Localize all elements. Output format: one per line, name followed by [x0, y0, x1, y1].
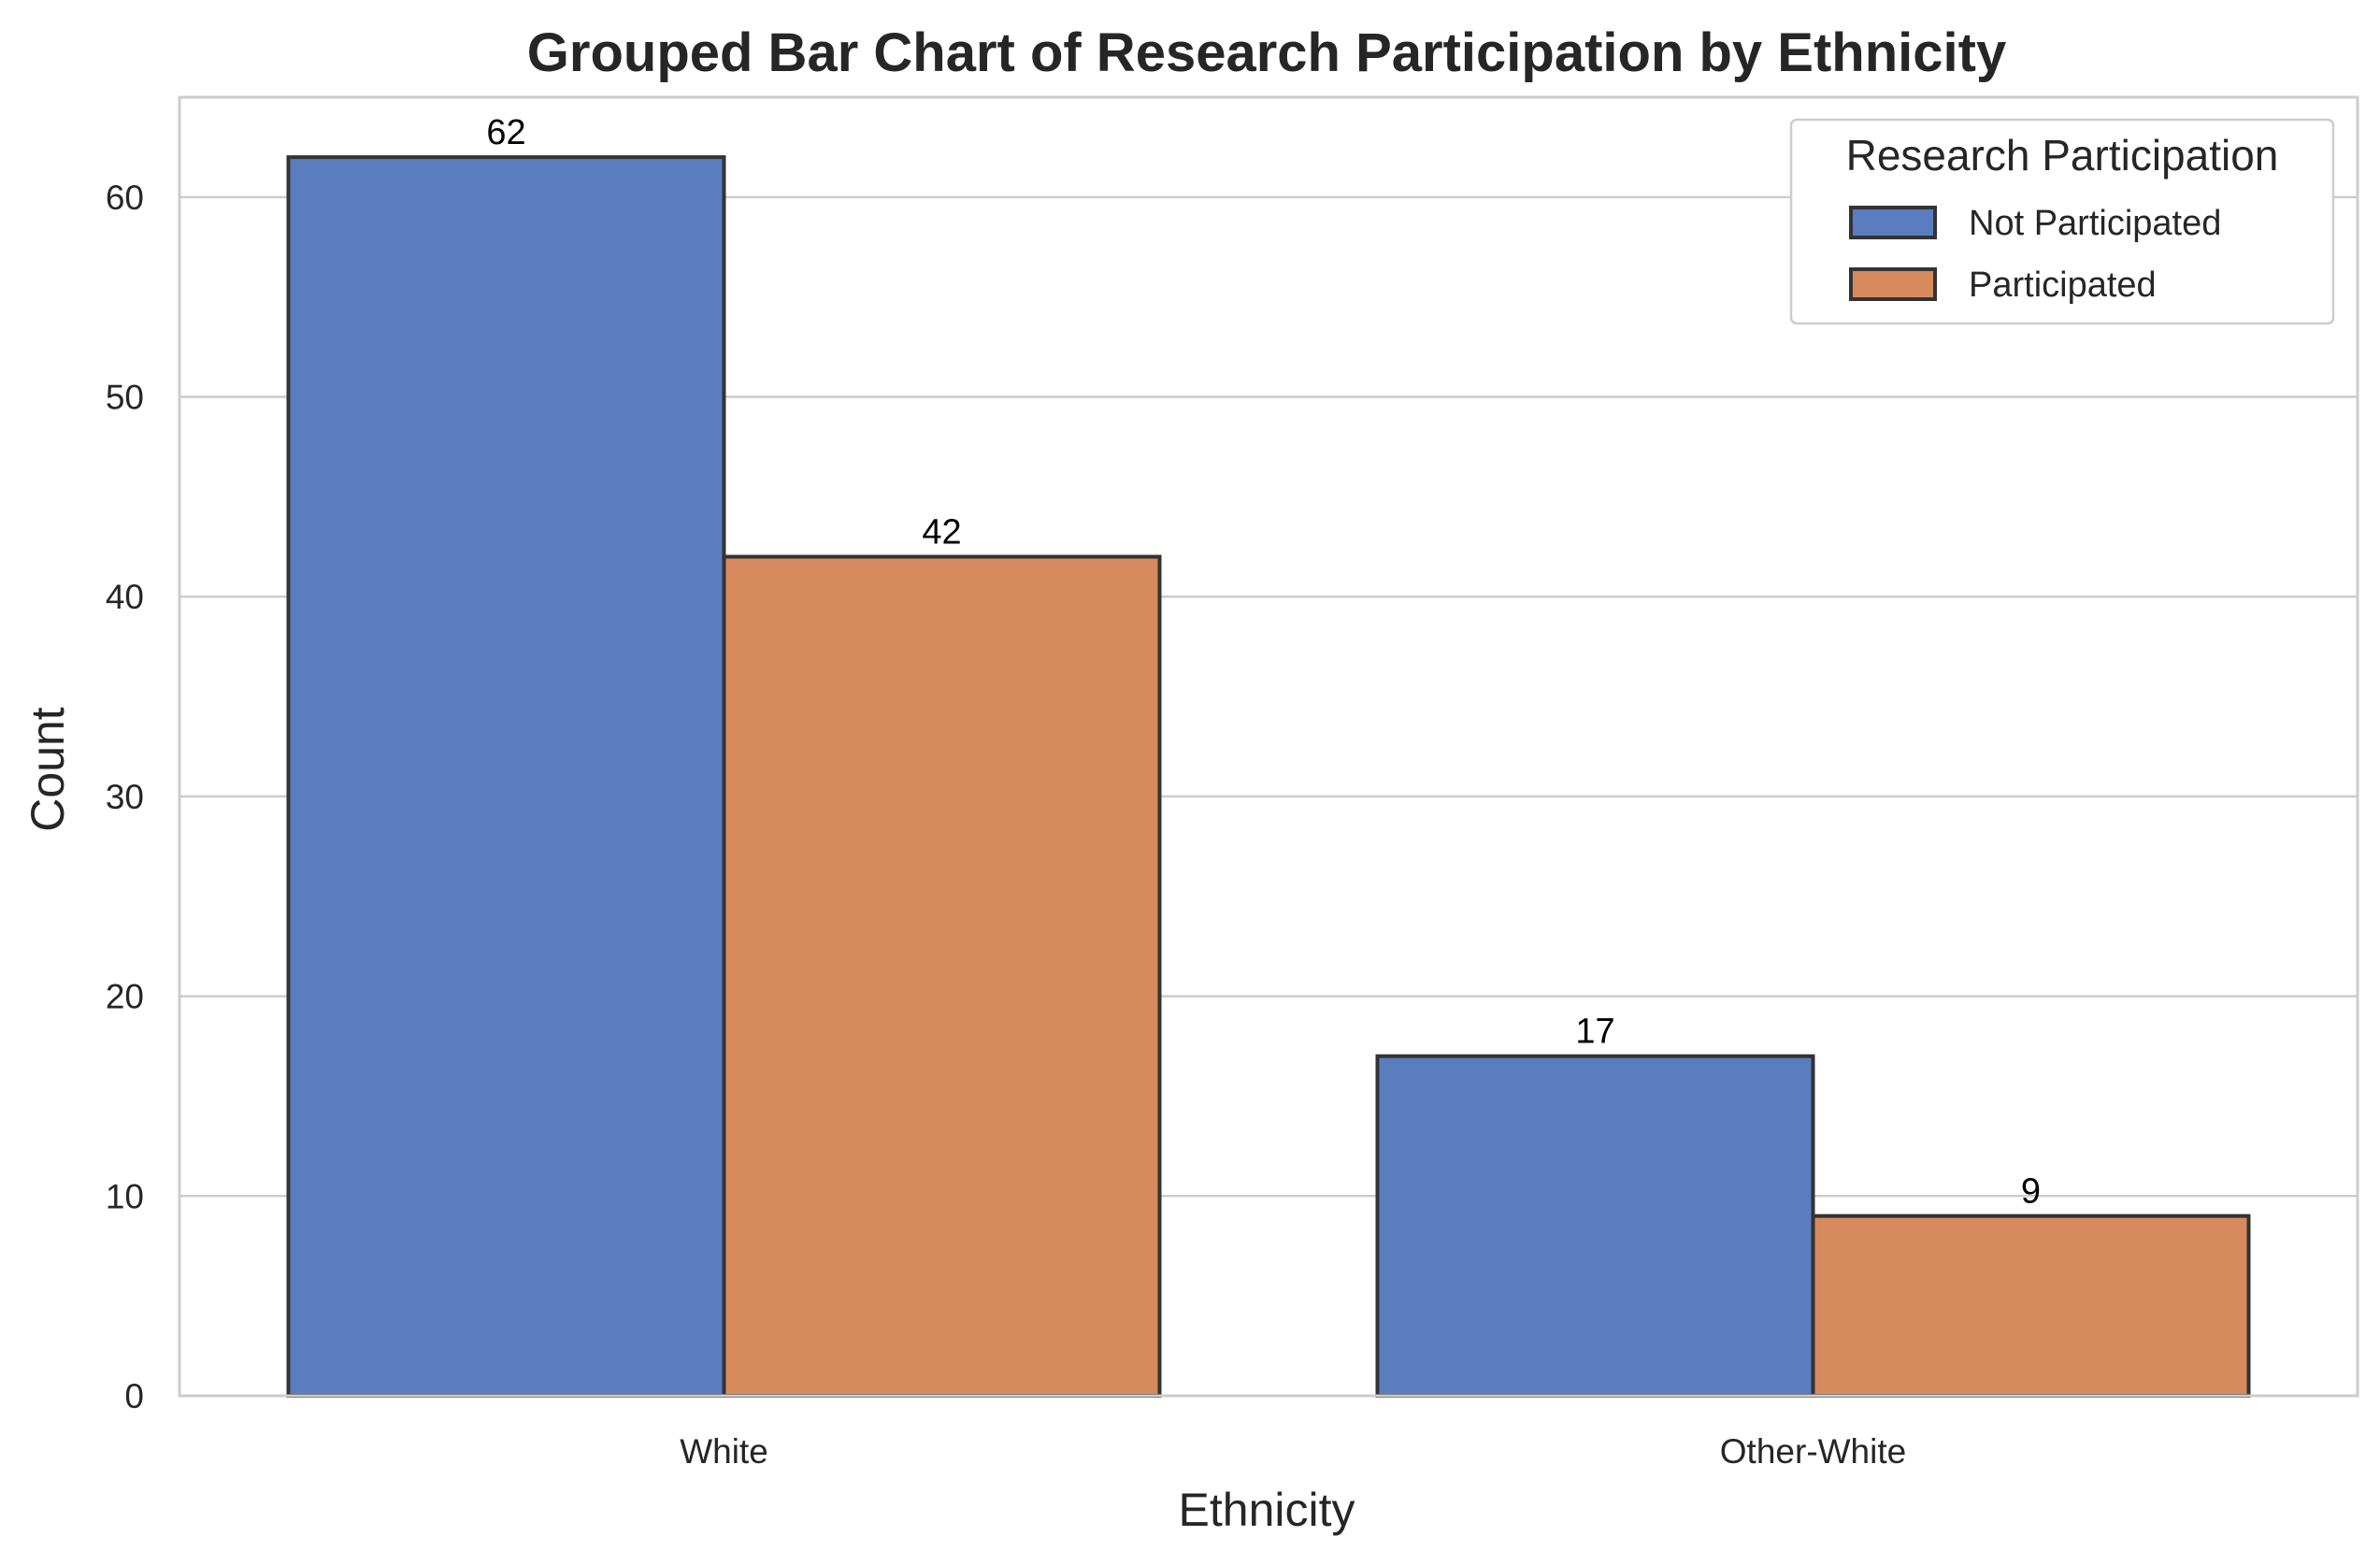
bar-value-label: 9: [2021, 1172, 2041, 1212]
y-tick-label: 10: [106, 1177, 144, 1215]
bar-value-label: 62: [486, 113, 525, 152]
y-tick-label: 60: [106, 179, 144, 217]
legend-swatch: [1849, 206, 1937, 239]
legend-item-label: Not Participated: [1969, 204, 2221, 243]
bars: [286, 155, 2251, 1399]
y-tick-label: 30: [106, 778, 144, 816]
bar-value-label: 17: [1575, 1012, 1614, 1052]
bar: [286, 155, 726, 1399]
x-axis-ticks: White Other-White: [680, 1432, 1906, 1471]
y-tick-label: 50: [106, 379, 144, 417]
x-tick-label: Other-White: [1720, 1432, 1906, 1471]
chart-title: Grouped Bar Chart of Research Participat…: [527, 22, 2006, 83]
bar: [722, 554, 1162, 1398]
legend: Research Participation Not Participated P…: [1789, 118, 2335, 325]
x-tick-label: White: [680, 1432, 768, 1471]
legend-items: Not Participated Participated: [1849, 204, 2221, 305]
bar: [1811, 1213, 2251, 1398]
x-axis-label: Ethnicity: [1179, 1484, 1355, 1536]
legend-title: Research Participation: [1846, 131, 2279, 179]
y-tick-label: 20: [106, 978, 144, 1016]
y-tick-label: 0: [124, 1377, 144, 1415]
legend-swatch: [1849, 267, 1937, 301]
y-axis-label: Count: [22, 707, 74, 832]
data-labels: 62 42 17 9: [486, 113, 2041, 1212]
bar: [1375, 1054, 1815, 1398]
y-tick-label: 40: [106, 578, 144, 616]
legend-item-label: Participated: [1969, 266, 2157, 305]
y-axis-ticks: 0 10 20 30 40 50 60: [106, 179, 144, 1415]
plot-frame: [178, 95, 2359, 1398]
bar-value-label: 42: [922, 512, 961, 552]
